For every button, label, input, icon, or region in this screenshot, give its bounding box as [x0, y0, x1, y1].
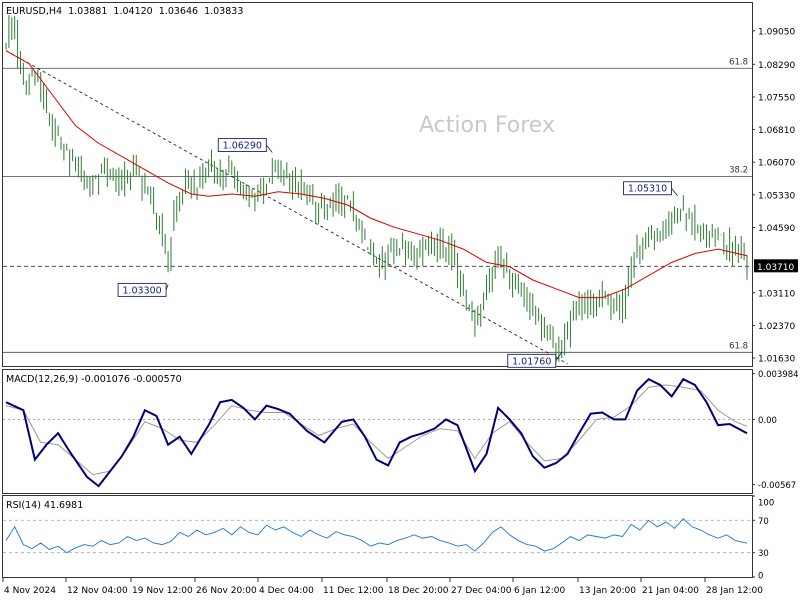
- macd-layer: [3, 377, 752, 488]
- macd-axis-label: 0.003984: [758, 370, 799, 380]
- time-axis-label: 4 Dec 04:00: [259, 586, 314, 596]
- moving-average-layer: [5, 50, 748, 299]
- rsi-axis-label: 70: [758, 517, 769, 527]
- time-axis-label: 28 Jan 12:00: [706, 586, 763, 596]
- time-axis: 4 Nov 2024 12 Nov 04:00 19 Nov 12:00 26 Nov…: [2, 577, 763, 596]
- rsi-layer: [3, 518, 752, 554]
- watermark: Action Forex: [419, 113, 555, 138]
- rsi-header: RSI(14) 41.6981: [6, 500, 83, 511]
- time-axis-label: 13 Jan 20:00: [579, 586, 636, 596]
- current-price-marker: [754, 259, 798, 273]
- rsi-panel-frame: [2, 495, 753, 578]
- price-axis-label: 1.09050: [758, 27, 795, 37]
- annotation-label: 1.05310: [628, 184, 667, 195]
- annotation-leader: [555, 352, 563, 362]
- annotation-box: [507, 353, 557, 368]
- time-axis-label: 18 Dec 20:00: [388, 586, 449, 596]
- annotation-box: [117, 282, 167, 297]
- rsi-axis-label: 30: [758, 549, 769, 559]
- price-axis-label: 1.05330: [758, 191, 795, 201]
- macd-axis-label: 0.00: [758, 416, 777, 426]
- current-price-label: 1.03710: [757, 263, 794, 273]
- price-axis-label: 1.06070: [758, 159, 795, 169]
- rsi-axis-label: 0: [758, 572, 763, 582]
- annotation-tag: 1.01760: [507, 352, 563, 368]
- time-axis-label: 11 Dec 12:00: [323, 586, 384, 596]
- time-axis-label: 26 Nov 20:00: [196, 586, 257, 596]
- annotation-box: [217, 138, 267, 152]
- annotation-label: 1.03300: [122, 285, 161, 296]
- price-annotations: 1.06290 1.03300 1.05310 1.01760: [117, 138, 678, 368]
- time-axis-label: 4 Nov 2024: [4, 586, 56, 596]
- time-axis-label: 6 Jan 12:00: [514, 586, 566, 596]
- time-axis-label: 21 Jan 04:00: [642, 586, 699, 596]
- fib-level-label: 38.2: [729, 165, 748, 175]
- price-axis-label: 1.02370: [758, 322, 795, 332]
- price-axis-label: 1.04590: [758, 224, 795, 234]
- time-axis-label: 27 Dec 04:00: [451, 586, 512, 596]
- annotation-box: [623, 181, 672, 196]
- price-axis-label: 1.01630: [758, 355, 795, 365]
- moving-average-line: [5, 50, 748, 299]
- price-bars: [5, 15, 748, 364]
- macd-line: [5, 377, 748, 488]
- rsi-axis-label: 100: [758, 499, 774, 509]
- time-axis-label: 12 Nov 04:00: [67, 586, 128, 596]
- annotation-tag: 1.03300: [117, 282, 169, 297]
- price-axis-label: 1.08290: [758, 61, 795, 71]
- fib-level-label: 61.8: [729, 341, 748, 351]
- price-axis-label: 1.06810: [758, 126, 795, 136]
- rsi-y-axis: 100 70 30 0: [752, 495, 774, 582]
- annotation-tag: 1.06290: [217, 138, 273, 153]
- rsi-line: [5, 518, 748, 554]
- price-axis-label: 1.07550: [758, 93, 795, 103]
- annotation-leader: [671, 187, 678, 196]
- macd-signal-line: [5, 384, 748, 476]
- annotation-label: 1.06290: [223, 141, 262, 152]
- annotation-tag: 1.05310: [623, 181, 678, 196]
- macd-panel-frame: [2, 369, 753, 494]
- macd-axis-label: -0.00567: [758, 481, 796, 491]
- price-y-axis: 1.09050 1.08290 1.07550 1.06810 1.06070 1.053…: [752, 27, 798, 365]
- time-axis-label: 19 Nov 12:00: [132, 586, 193, 596]
- macd-y-axis: 0.003984 0.00 -0.00567: [752, 370, 799, 491]
- annotation-leader: [265, 144, 273, 153]
- fib-level-label: 61.8: [729, 57, 748, 67]
- price-header: EURUSD,H4 1.03881 1.04120 1.03646 1.0383…: [6, 6, 243, 17]
- price-axis-label: 1.03110: [758, 289, 795, 299]
- macd-header: MACD(12,26,9) -0.001076 -0.000570: [6, 374, 182, 385]
- trend-line: [5, 50, 568, 365]
- annotation-label: 1.01760: [512, 356, 551, 367]
